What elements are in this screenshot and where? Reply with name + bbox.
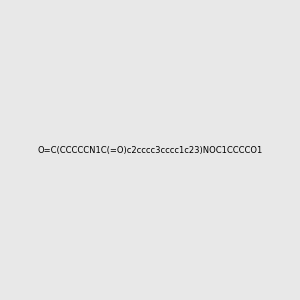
Text: O=C(CCCCCN1C(=O)c2cccc3cccc1c23)NOC1CCCCO1: O=C(CCCCCN1C(=O)c2cccc3cccc1c23)NOC1CCCC… bbox=[38, 146, 262, 154]
